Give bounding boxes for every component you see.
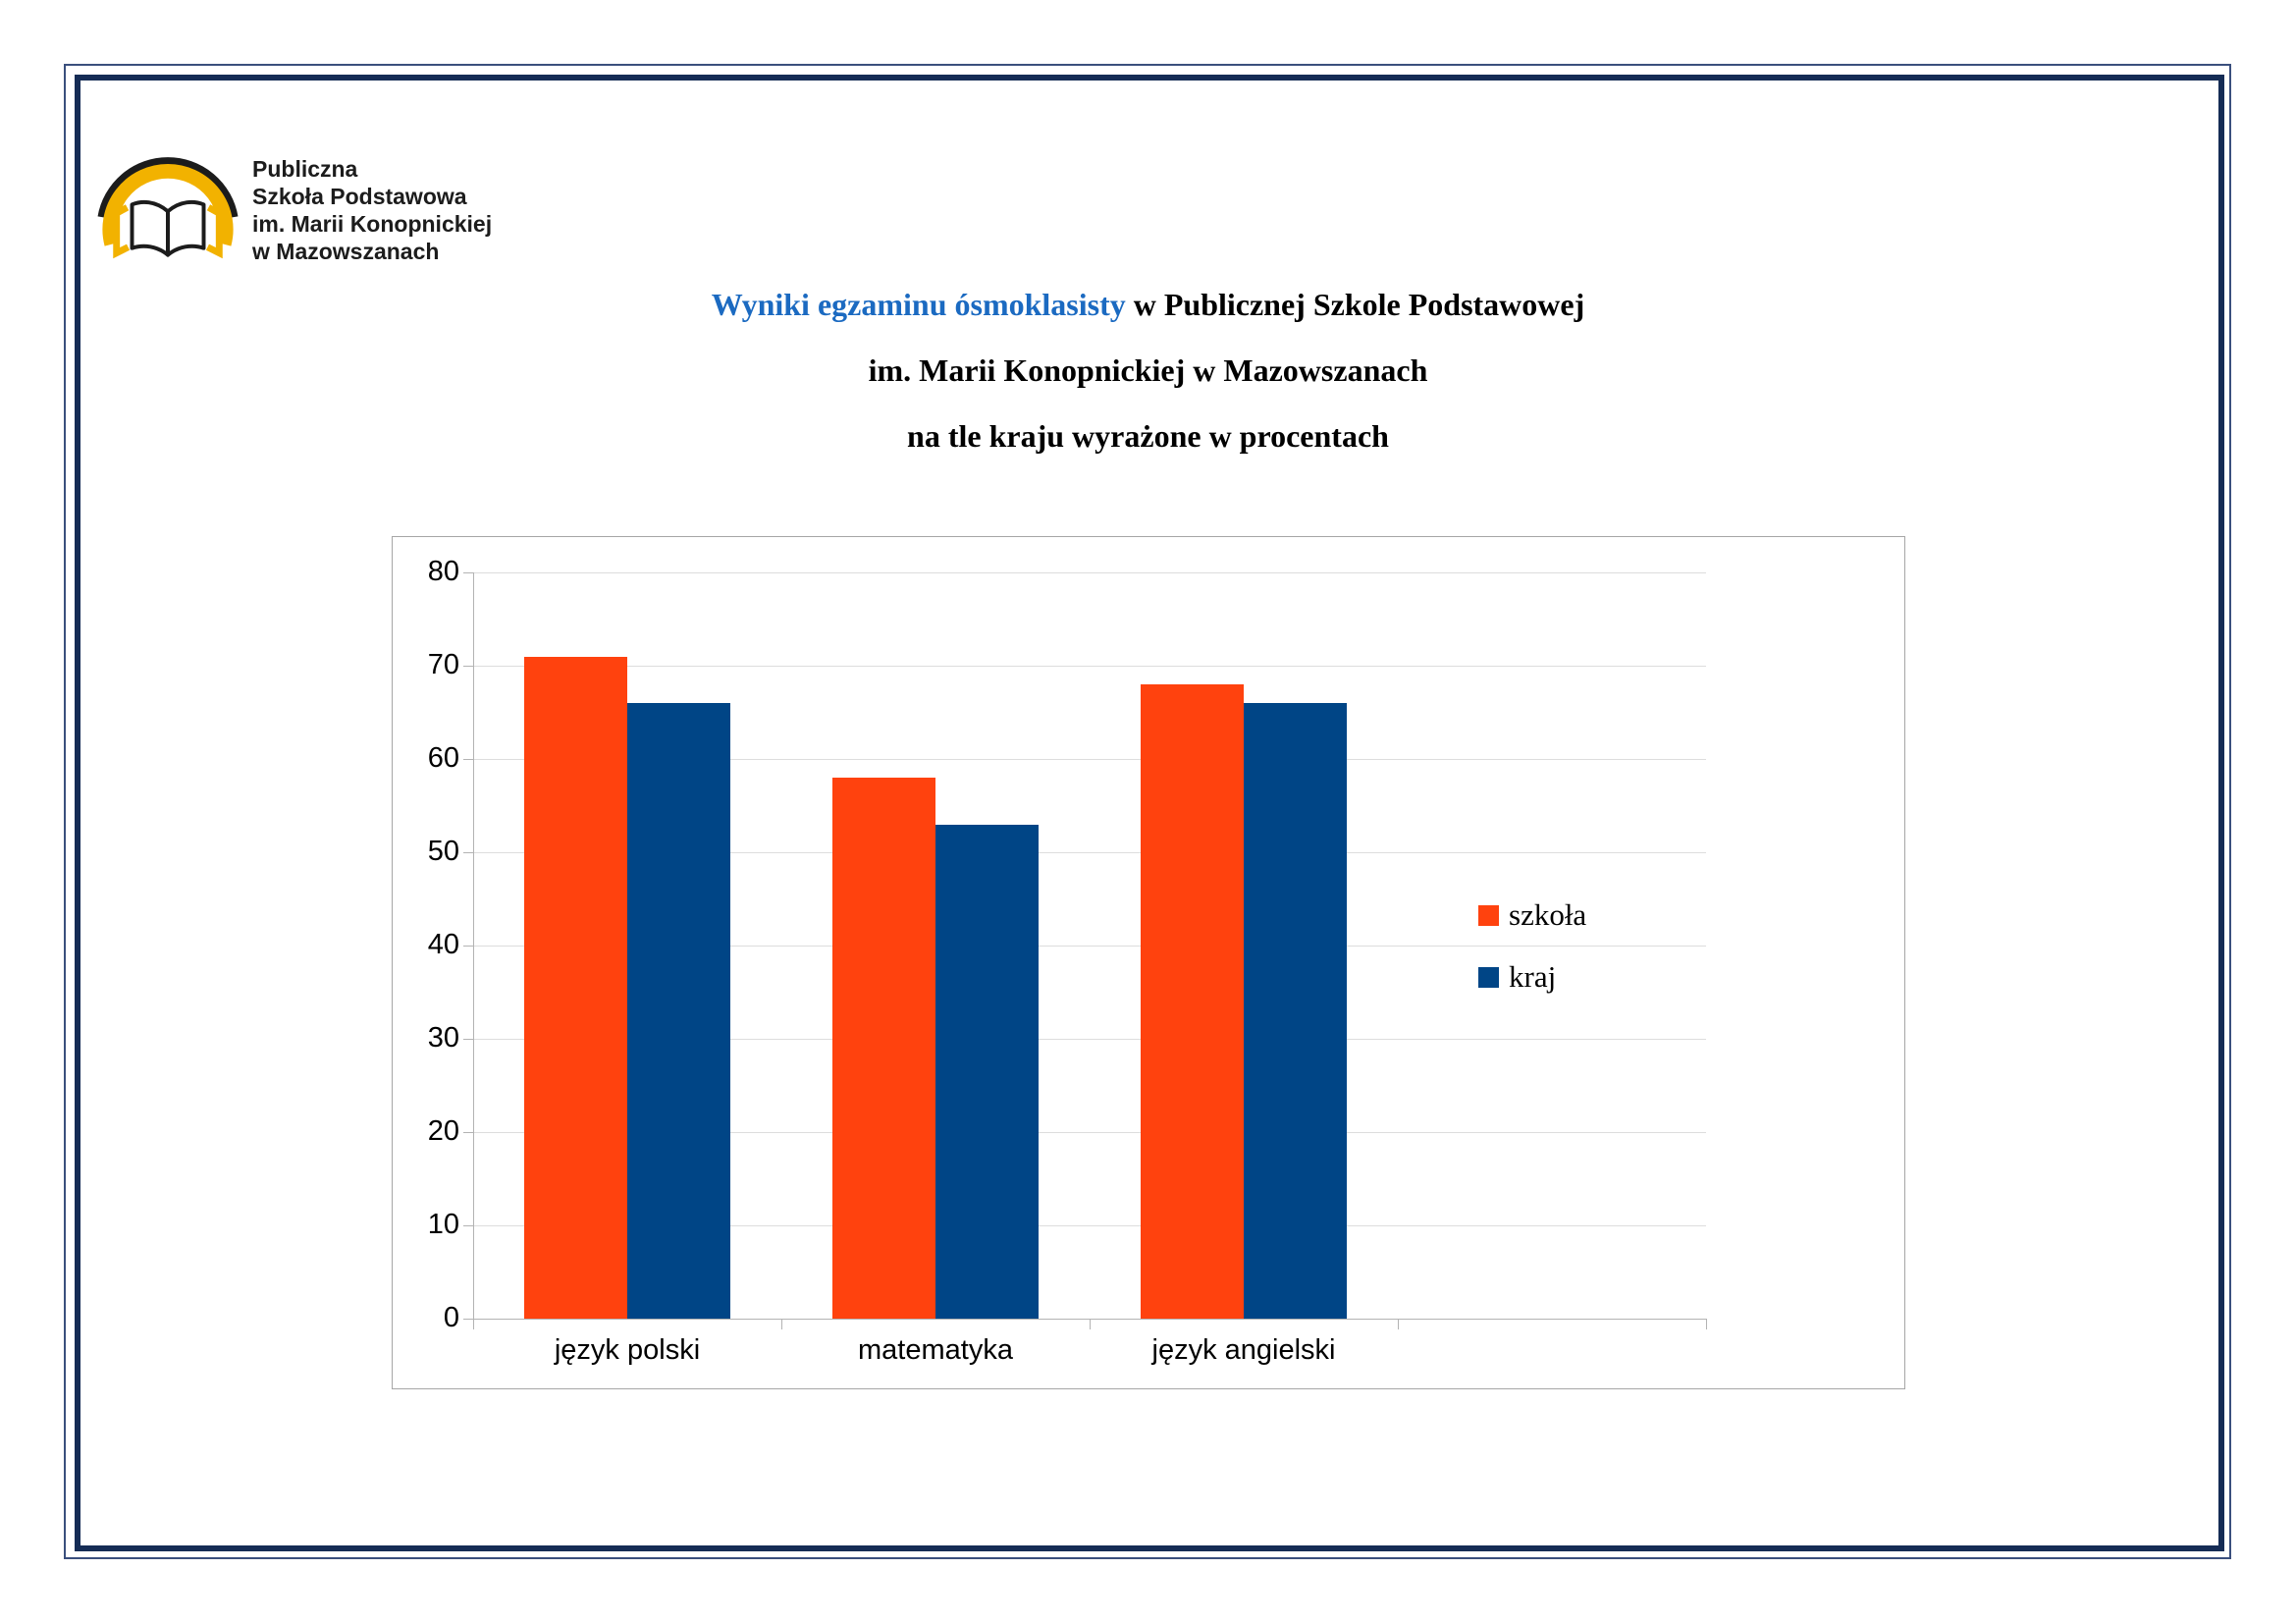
gridline-40 [473,946,1706,947]
legend-label-szkoła: szkoła [1509,897,1587,932]
bar-szkoła-matematyka [832,778,935,1319]
bar-kraj-język polski [627,703,730,1319]
bar-kraj-język angielski [1244,703,1347,1319]
x-axis-label-język polski: język polski [554,1334,701,1366]
y-axis-label-30: 30 [427,1022,459,1054]
gridline-10 [473,1225,1706,1226]
y-axis-label-50: 50 [427,836,459,867]
gridline-80 [473,572,1706,573]
title-line2: im. Marii Konopnickiej w Mazowszanach [868,352,1428,388]
y-tick-60 [463,759,473,760]
title-highlight: Wyniki egzaminu ósmoklasisty [711,287,1126,322]
school-name-line: w Mazowszanach [252,239,440,264]
bar-szkoła-język polski [524,656,627,1319]
gridline-50 [473,852,1706,853]
document-title: Wyniki egzaminu ósmoklasisty w Publiczne… [0,272,2296,469]
school-name: Publiczna Szkoła Podstawowa im. Marii Ko… [252,155,492,265]
school-name-line: im. Marii Konopnickiej [252,211,493,237]
open-book-emblem-icon [97,157,239,259]
gridline-20 [473,1132,1706,1133]
y-axis-label-40: 40 [427,929,459,960]
gridline-60 [473,759,1706,760]
bar-chart: 0 10 20 30 40 50 60 70 80 język polski matematyka j… [392,536,1905,1389]
x-axis-label-język angielski: język angielski [1151,1334,1336,1366]
y-axis-label-20: 20 [427,1115,459,1147]
legend-swatch-szkoła [1478,904,1499,926]
x-tick-1 [781,1319,782,1329]
gridline-30 [473,1039,1706,1040]
y-tick-40 [463,946,473,947]
bar-szkoła-język angielski [1141,684,1244,1319]
y-tick-30 [463,1039,473,1040]
page-border-inner [75,75,2224,1551]
bar-kraj-matematyka [935,824,1039,1319]
y-axis-label-80: 80 [427,556,459,587]
y-tick-10 [463,1225,473,1226]
x-tick-0 [473,1319,474,1329]
x-axis-label-matematyka: matematyka [858,1334,1013,1366]
legend-label-kraj: kraj [1509,959,1557,994]
y-axis-label-60: 60 [427,742,459,774]
gridline-70 [473,666,1706,667]
y-axis-label-0: 0 [443,1302,459,1333]
x-tick-2 [1090,1319,1091,1329]
title-line3: na tle kraju wyrażone w procentach [907,418,1389,454]
title-line1-rest: w Publicznej Szkole Podstawowej [1125,287,1585,322]
legend-swatch-kraj [1478,966,1499,988]
school-logo: Publiczna Szkoła Podstawowa im. Marii Ko… [93,153,492,298]
y-tick-80 [463,572,473,573]
legend-item-szkoła: szkoła [1478,897,1586,933]
school-name-line: Publiczna [252,156,358,182]
y-axis-label-70: 70 [427,649,459,680]
legend-item-kraj: kraj [1478,959,1556,995]
x-tick-4 [1706,1319,1707,1329]
y-axis-label-10: 10 [427,1209,459,1240]
y-tick-0 [463,1319,473,1320]
y-tick-20 [463,1132,473,1133]
y-tick-70 [463,666,473,667]
title-line1: Wyniki egzaminu ósmoklasisty w Publiczne… [0,272,2296,338]
y-tick-50 [463,852,473,853]
y-axis [473,572,474,1319]
x-tick-3 [1398,1319,1399,1329]
school-name-line: Szkoła Podstawowa [252,184,467,209]
page-border-outer [64,64,2231,1559]
